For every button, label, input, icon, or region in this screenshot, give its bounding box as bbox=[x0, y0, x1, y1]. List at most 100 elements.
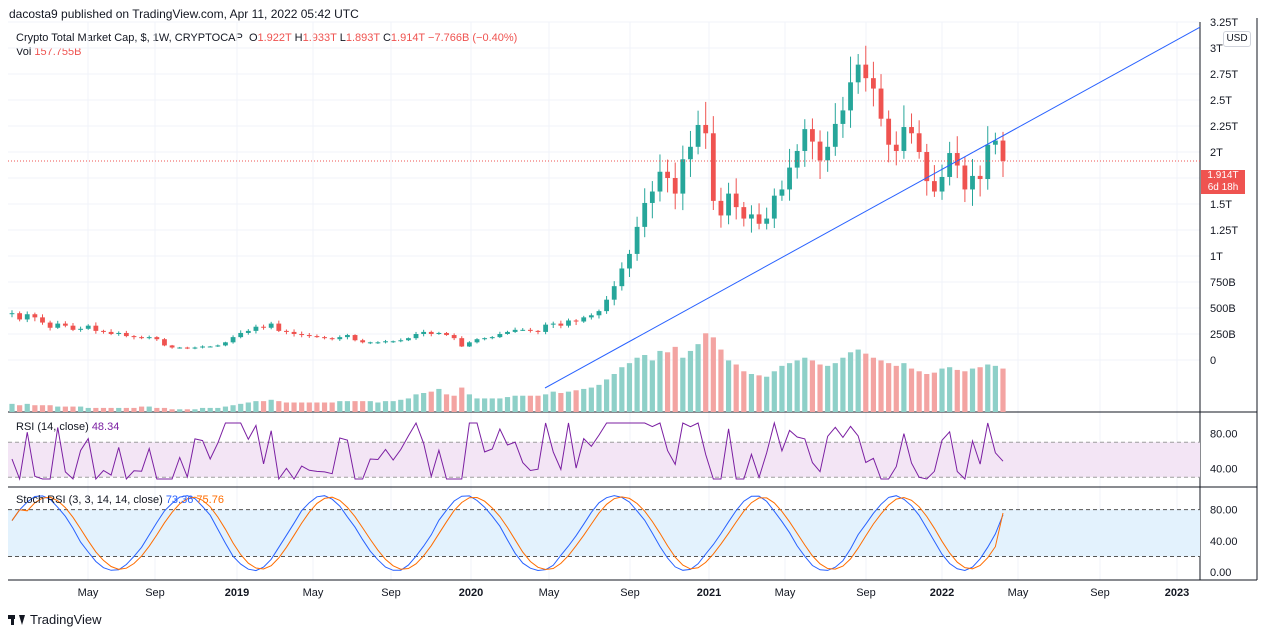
candle-body bbox=[749, 214, 754, 219]
candle-body bbox=[688, 146, 693, 160]
candle-body bbox=[207, 346, 213, 348]
candle-body bbox=[588, 315, 594, 318]
x-tick-label: Sep bbox=[856, 587, 876, 599]
candle-body bbox=[32, 314, 38, 318]
volume-bar bbox=[573, 390, 579, 412]
candle-body bbox=[863, 64, 869, 79]
volume-bar bbox=[657, 350, 663, 412]
candle-body bbox=[108, 331, 114, 334]
volume-bar bbox=[116, 407, 122, 412]
volume-bar bbox=[367, 401, 373, 412]
y-tick-label: 1.25T bbox=[1210, 225, 1238, 237]
trendline bbox=[544, 26, 1201, 389]
volume-bar bbox=[123, 407, 129, 412]
candle-body bbox=[154, 337, 160, 340]
volume-bar bbox=[962, 371, 968, 412]
volume-bar bbox=[710, 337, 716, 412]
candle-body bbox=[116, 332, 122, 334]
candle-body bbox=[985, 144, 991, 180]
symbol-name[interactable]: Crypto Total Market Cap, $, 1W, CRYPTOCA… bbox=[16, 32, 243, 44]
candle-body bbox=[680, 159, 686, 194]
volume-bar bbox=[360, 401, 366, 412]
volume-bar bbox=[855, 349, 861, 412]
volume-bar bbox=[672, 346, 678, 412]
stoch-rsi-label[interactable]: Stoch RSI (3, 3, 14, 14, close) bbox=[16, 494, 163, 506]
candle-body bbox=[619, 268, 625, 287]
open-label: O bbox=[248, 32, 258, 44]
candle-body bbox=[93, 325, 99, 331]
volume-bar bbox=[9, 403, 15, 412]
candle-body bbox=[871, 78, 876, 89]
x-tick-label: 2021 bbox=[697, 587, 721, 599]
stoch-k-value: 73.36 bbox=[165, 494, 194, 506]
volume-bar bbox=[893, 365, 899, 412]
candle-body bbox=[810, 129, 815, 142]
volume-bar bbox=[207, 407, 213, 412]
rsi-band bbox=[8, 442, 1200, 478]
volume-bar bbox=[504, 397, 511, 412]
volume-bar bbox=[47, 405, 53, 412]
volume-bar bbox=[825, 365, 831, 412]
candle-body bbox=[85, 325, 91, 329]
candle-body bbox=[581, 317, 587, 322]
volume-bar bbox=[215, 407, 221, 412]
candle-body bbox=[70, 325, 76, 330]
x-tick-label: May bbox=[1008, 587, 1029, 599]
volume-bar bbox=[695, 344, 701, 412]
candle-body bbox=[459, 338, 465, 347]
y-tick-label: 2.25T bbox=[1210, 121, 1238, 133]
x-tick-label: May bbox=[539, 587, 560, 599]
volume-bar bbox=[474, 398, 480, 412]
candle-body bbox=[596, 311, 602, 316]
stoch-tick-label: 80.00 bbox=[1210, 505, 1238, 517]
y-tick-label: 3.25T bbox=[1210, 17, 1238, 29]
stoch-k-line bbox=[11, 495, 1004, 572]
candle-body bbox=[413, 334, 419, 339]
candle-body bbox=[78, 328, 84, 330]
x-tick-label: May bbox=[775, 587, 796, 599]
candle-body bbox=[474, 339, 480, 343]
volume-bar bbox=[177, 409, 183, 412]
close-value: 1.914T bbox=[390, 32, 425, 44]
volume-bar bbox=[512, 395, 518, 412]
candle-body bbox=[345, 335, 350, 338]
volume-bar bbox=[626, 363, 633, 412]
candle-body bbox=[771, 195, 777, 219]
volume-bar bbox=[321, 402, 328, 412]
volume-bar bbox=[459, 387, 465, 412]
candle-body bbox=[268, 323, 274, 328]
candle-body bbox=[497, 334, 503, 338]
candle-body bbox=[726, 193, 731, 216]
high-label: H bbox=[294, 32, 303, 44]
rsi-line bbox=[11, 421, 1004, 481]
volume-bar bbox=[664, 352, 671, 412]
volume-bar bbox=[565, 391, 572, 412]
rsi-tick-label: 80.00 bbox=[1210, 429, 1238, 441]
candle-body bbox=[779, 189, 785, 196]
candle-body bbox=[627, 253, 632, 269]
footer-brand[interactable]: TradingView bbox=[8, 612, 102, 627]
open-value: 1.922T bbox=[257, 32, 292, 44]
volume-bar bbox=[832, 363, 838, 412]
rsi-label[interactable]: RSI (14, close) bbox=[16, 421, 89, 433]
candle-body bbox=[573, 320, 579, 322]
volume-bar bbox=[70, 406, 76, 412]
volume-bar bbox=[535, 395, 541, 412]
candle-body bbox=[306, 335, 312, 337]
volume-bar bbox=[299, 402, 305, 412]
candle-body bbox=[512, 329, 518, 332]
volume-bar bbox=[131, 407, 137, 412]
volume-bar bbox=[771, 371, 777, 412]
volume-bar bbox=[619, 367, 625, 412]
volume-bar bbox=[1000, 368, 1006, 412]
candle-body bbox=[367, 342, 373, 344]
candle-body bbox=[436, 332, 442, 334]
candle-body bbox=[642, 202, 648, 227]
candle-body bbox=[527, 329, 533, 331]
candle-body bbox=[764, 218, 770, 224]
currency-badge[interactable]: USD bbox=[1223, 31, 1251, 47]
volume-legend: Vol 157.755B bbox=[16, 46, 81, 58]
candle-body bbox=[604, 299, 609, 312]
candle-body bbox=[245, 330, 251, 333]
